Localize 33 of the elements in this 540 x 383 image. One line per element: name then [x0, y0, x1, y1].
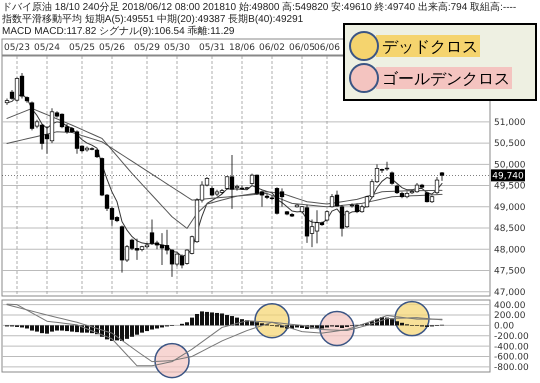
y-tick-label: -600.00 — [494, 352, 530, 363]
x-tick-label: 05/30 — [164, 43, 190, 53]
y-tick-label: 47,000 — [494, 288, 526, 298]
chart-subtitle: 指数平滑移動平均 短期A(5):49551 中期(20):49387 長期B(40):49291 — [1, 13, 304, 25]
x-tick-label: 05/23 — [4, 43, 30, 53]
text: MACD MACD:117.82 シグナル(9):106.54 乖離:11.29 — [2, 25, 235, 37]
x-tick-label: 05/29 — [134, 43, 160, 53]
y-tick-label: 47,500 — [494, 266, 526, 277]
legend-label: デッドクロス — [382, 36, 478, 56]
x-tick-label: 06/05 — [289, 43, 315, 53]
x-tick-label: 18/06 — [229, 43, 256, 53]
legend-label: ゴールデンクロス — [382, 68, 510, 88]
x-tick-label: 05/31 — [199, 43, 225, 53]
y-tick-label: 48,000 — [494, 245, 526, 256]
y-tick-label: 200.00 — [494, 311, 526, 322]
x-tick-label: 05/26 — [99, 43, 126, 53]
y-tick-label: 51,000 — [494, 118, 526, 128]
y-tick-label: -200.00 — [494, 332, 530, 342]
y-tick-label: 0.00 — [494, 322, 514, 332]
y-tick-label: 400.00 — [494, 300, 526, 311]
y-tick-label: 48,500 — [494, 224, 526, 234]
x-tick-label: 06/06 — [314, 43, 340, 53]
y-tick-label: -800.00 — [494, 362, 530, 373]
y-tick-label: 50,500 — [494, 139, 526, 150]
x-tick-label: 05/24 — [34, 43, 60, 53]
x-tick-label: 05/25 — [69, 43, 95, 53]
y-tick-label: 49,500 — [494, 182, 526, 192]
y-tick-label: -400.00 — [494, 342, 530, 352]
chart-title: ドバイ原油 18/10 240分足 2018/06/12 08:00 201810 始:49800 高:549820 安:49610 終:49740 出来高:794 取組高:---- — [2, 1, 516, 13]
y-tick-label: 49,000 — [494, 202, 526, 213]
y-tick-label: 50,000 — [494, 160, 526, 170]
ref-line-label: 49,740 — [492, 172, 524, 182]
x-tick-label: 06/02 — [259, 43, 285, 53]
